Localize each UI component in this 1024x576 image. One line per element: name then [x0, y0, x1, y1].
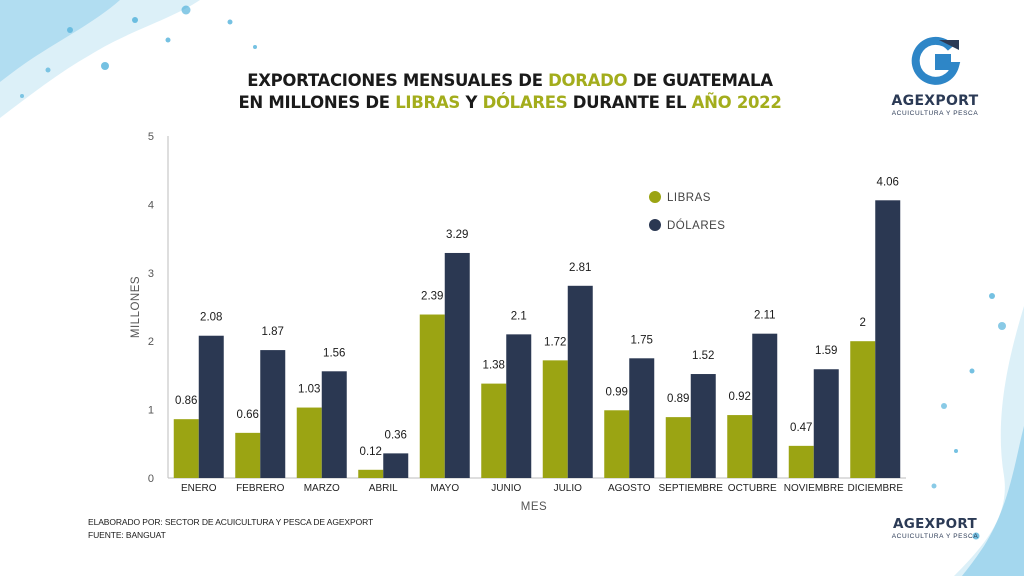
bar-dolares — [752, 333, 778, 478]
data-label-dolares: 1.52 — [692, 350, 714, 362]
x-tick-label: OCTUBRE — [728, 483, 777, 494]
data-label-libras: 0.92 — [729, 391, 751, 403]
agexport-g-icon — [911, 36, 961, 85]
agexport-footer-logo: AGEXPORT ACUICULTURA Y PESCA — [880, 514, 990, 540]
title-highlight: LIBRAS — [395, 93, 461, 112]
y-tick-label: 3 — [148, 268, 154, 280]
credits-author: ELABORADO POR: SECTOR DE ACUICULTURA Y P… — [88, 517, 374, 527]
bar-dolares — [506, 334, 532, 478]
title-line-1: EXPORTACIONES MENSUALES DE DORADO DE GUA… — [200, 70, 820, 92]
y-tick-label: 4 — [148, 199, 154, 211]
data-label-dolares: 0.36 — [385, 429, 407, 441]
brand-subtitle: ACUICULTURA Y PESCA — [891, 110, 979, 117]
legend-marker-dolares — [649, 219, 661, 231]
chart-title: EXPORTACIONES MENSUALES DE DORADO DE GUA… — [200, 70, 820, 114]
data-label-libras: 0.99 — [606, 386, 628, 398]
data-label-libras: 0.47 — [790, 422, 812, 434]
x-tick-label: JUNIO — [491, 483, 521, 494]
data-label-dolares: 2.08 — [200, 312, 222, 324]
y-tick-label: 1 — [148, 405, 154, 417]
bar-dolares — [383, 453, 409, 478]
legend-marker-libras — [649, 191, 661, 203]
bar-dolares — [260, 350, 286, 478]
title-highlight: AÑO 2022 — [691, 93, 782, 112]
x-tick-label: FEBRERO — [236, 483, 285, 494]
footer-brand-subtitle: ACUICULTURA Y PESCA — [891, 533, 979, 540]
data-label-dolares: 1.56 — [323, 347, 345, 359]
bar-libras — [419, 314, 445, 478]
title-text: EN MILLONES DE — [238, 93, 396, 112]
bar-dolares — [629, 358, 655, 478]
bar-libras — [481, 383, 507, 478]
data-label-dolares: 4.06 — [877, 176, 899, 188]
title-highlight: DORADO — [548, 71, 628, 90]
legend-label-dolares: DÓLARES — [667, 219, 725, 232]
title-text: DURANTE EL — [567, 93, 692, 112]
bar-dolares — [567, 285, 593, 478]
agexport-logo: AGEXPORT ACUICULTURA Y PESCA — [880, 36, 990, 117]
footer-brand-name: AGEXPORT — [893, 516, 977, 532]
y-tick-label: 5 — [148, 131, 154, 143]
data-label-libras: 1.72 — [544, 336, 566, 348]
title-text: Y — [460, 93, 483, 112]
data-label-libras: 2.39 — [421, 291, 443, 303]
data-label-libras: 0.12 — [360, 446, 382, 458]
bar-dolares — [875, 200, 901, 478]
x-tick-label: SEPTIEMBRE — [659, 483, 724, 494]
bar-dolares — [813, 369, 839, 478]
data-label-dolares: 2.81 — [569, 262, 591, 274]
bar-libras — [296, 407, 322, 478]
x-tick-label: DICIEMBRE — [847, 483, 903, 494]
title-line-2: EN MILLONES DE LIBRAS Y DÓLARES DURANTE … — [200, 92, 820, 114]
brand-name: AGEXPORT — [891, 93, 979, 109]
bar-libras — [173, 419, 199, 478]
data-label-libras: 0.86 — [175, 395, 197, 407]
data-label-libras: 1.38 — [483, 360, 505, 372]
bar-libras — [727, 415, 753, 478]
x-tick-label: MAYO — [430, 483, 459, 494]
x-tick-label: ABRIL — [369, 483, 398, 494]
bar-dolares — [444, 252, 470, 478]
x-tick-label: AGOSTO — [608, 483, 651, 494]
bar-dolares — [198, 335, 224, 478]
bar-dolares — [690, 374, 716, 478]
credits-source: FUENTE: BANGUAT — [88, 530, 166, 540]
data-label-dolares: 1.87 — [262, 326, 284, 338]
data-label-dolares: 1.59 — [815, 345, 837, 357]
data-label-libras: 0.89 — [667, 393, 689, 405]
bar-libras — [358, 469, 384, 478]
bar-libras — [604, 410, 630, 478]
data-label-dolares: 2.11 — [754, 310, 776, 322]
x-tick-label: JULIO — [554, 483, 583, 494]
x-tick-label: NOVIEMBRE — [784, 483, 844, 494]
x-tick-label: MARZO — [304, 483, 340, 494]
data-label-libras: 0.66 — [237, 409, 259, 421]
data-label-dolares: 2.1 — [511, 310, 527, 322]
bar-libras — [665, 417, 691, 478]
data-label-dolares: 3.29 — [446, 229, 468, 241]
y-tick-label: 2 — [148, 336, 154, 348]
x-tick-label: ENERO — [181, 483, 217, 494]
title-text: EXPORTACIONES MENSUALES DE — [247, 71, 549, 90]
x-axis-label: MES — [521, 501, 547, 513]
y-tick-label: 0 — [148, 473, 154, 485]
bar-libras — [235, 432, 261, 478]
data-label-libras: 1.03 — [298, 384, 320, 396]
data-label-libras: 2 — [860, 317, 866, 329]
bar-libras — [788, 445, 814, 478]
bar-libras — [542, 360, 568, 478]
data-label-dolares: 1.75 — [631, 334, 653, 346]
legend-label-libras: LIBRAS — [667, 192, 711, 204]
credits: ELABORADO POR: SECTOR DE ACUICULTURA Y P… — [88, 516, 373, 542]
bar-libras — [850, 341, 876, 478]
y-axis-label: MILLONES — [130, 276, 142, 338]
title-text: DE GUATEMALA — [627, 71, 773, 90]
bar-dolares — [321, 371, 347, 478]
title-highlight: DÓLARES — [482, 93, 568, 112]
